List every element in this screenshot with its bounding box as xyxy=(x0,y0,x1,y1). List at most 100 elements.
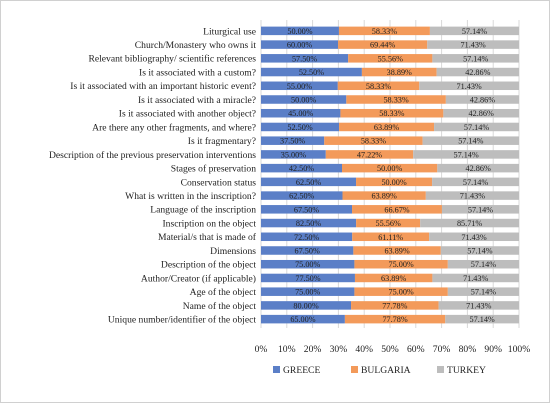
bar-value-label: 63.89% xyxy=(384,247,409,256)
legend-label-bulgaria: BULGARIA xyxy=(361,365,411,376)
bar-segment-greece xyxy=(261,177,357,187)
bar-segment-turkey xyxy=(419,81,519,91)
category-axis-labels: Liturgical use Church/Monastery who owns … xyxy=(49,26,257,325)
category-label: Description of the previous preservation… xyxy=(49,150,256,161)
bar-segment-bulgaria xyxy=(356,218,421,228)
bar-segment-bulgaria xyxy=(346,95,446,104)
bar-value-label: 77.78% xyxy=(382,315,407,324)
bar-value-label: 45.00% xyxy=(288,109,313,118)
x-tick-label: 30% xyxy=(330,344,348,355)
legend-label-turkey: TURKEY xyxy=(447,365,486,376)
bar-value-label: 55.00% xyxy=(287,82,312,91)
category-label: Age of the object xyxy=(190,287,257,298)
bar-segment-turkey xyxy=(436,67,519,77)
category-label: Conservation status xyxy=(181,177,257,188)
bar-segment-bulgaria xyxy=(361,67,437,77)
bar-value-label: 42.50% xyxy=(289,164,314,173)
bar-segment-greece xyxy=(261,301,352,310)
bar-segment-turkey xyxy=(438,301,519,310)
bar-value-label: 67.50% xyxy=(295,247,320,256)
legend: GREECE BULGARIA TURKEY xyxy=(273,365,486,376)
bar-segment-turkey xyxy=(427,40,519,49)
bar-segment-turkey xyxy=(413,150,519,159)
bar-value-label: 52.50% xyxy=(287,123,312,132)
bar-segment-greece xyxy=(261,205,353,214)
bar-segment-turkey xyxy=(445,95,519,104)
category-label: Stages of preservation xyxy=(171,164,256,175)
bar-value-label: 77.78% xyxy=(382,301,407,310)
bar-segment-bulgaria xyxy=(356,177,433,187)
bar-segment-bulgaria xyxy=(342,163,438,173)
bar-value-label: 77.50% xyxy=(295,274,320,283)
bar-segment-greece xyxy=(261,136,325,145)
bar-segment-turkey xyxy=(447,287,519,296)
bar-value-label: 71.43% xyxy=(460,192,485,201)
bar-segment-bulgaria xyxy=(352,232,430,242)
bar-value-label: 57.14% xyxy=(463,178,488,187)
x-tick-label: 100% xyxy=(508,344,530,355)
category-label: Is it associated with another object? xyxy=(119,109,256,120)
bar-segment-greece xyxy=(261,150,326,159)
bar-segment-bulgaria xyxy=(354,273,433,283)
bar-value-label: 57.14% xyxy=(453,150,478,159)
bar-value-label: 50.00% xyxy=(287,27,312,36)
bar-segment-turkey xyxy=(447,259,519,269)
category-label: Relevant bibliography/ scientific refere… xyxy=(88,54,256,65)
bar-segment-greece xyxy=(261,287,355,296)
bar-value-label: 69.44% xyxy=(370,41,395,50)
bar-value-label: 75.00% xyxy=(388,260,413,269)
bar-segment-bulgaria xyxy=(338,40,428,49)
bar-value-label: 57.14% xyxy=(464,123,489,132)
bar-segment-greece xyxy=(261,246,354,255)
bar-segment-turkey xyxy=(445,314,519,324)
bar-segment-greece xyxy=(261,26,339,36)
bar-value-label: 50.00% xyxy=(381,178,406,187)
bar-value-label: 57.50% xyxy=(292,54,317,63)
bar-segment-greece xyxy=(261,108,341,118)
x-tick-label: 70% xyxy=(433,344,451,355)
bar-value-label: 75.00% xyxy=(388,288,413,297)
bar-segment-bulgaria xyxy=(348,54,433,63)
bar-segment-turkey xyxy=(432,177,519,187)
category-label: Name of the object xyxy=(183,301,257,312)
x-tick-label: 0% xyxy=(255,344,268,355)
category-label: Author/Creator (if applicable) xyxy=(141,273,256,284)
bar-value-label: 52.50% xyxy=(299,68,324,77)
x-tick-label: 80% xyxy=(459,344,477,355)
bar-value-label: 50.00% xyxy=(291,96,316,105)
bar-segment-greece xyxy=(261,81,338,91)
bar-segment-bulgaria xyxy=(338,26,430,36)
bar-segment-bulgaria xyxy=(324,136,423,145)
bar-value-label: 57.14% xyxy=(471,260,496,269)
bar-value-label: 37.50% xyxy=(280,137,305,146)
bar-segment-greece xyxy=(261,218,357,228)
bar-segment-greece xyxy=(261,314,345,324)
bar-segment-turkey xyxy=(425,191,519,200)
category-label: Is it associated with an important histo… xyxy=(70,81,256,92)
bar-segment-bulgaria xyxy=(339,122,435,132)
bar-segment-turkey xyxy=(437,163,519,173)
x-tick-label: 40% xyxy=(355,344,373,355)
category-label: Are there any other fragments, and where… xyxy=(92,122,256,133)
bar-segment-greece xyxy=(261,163,343,173)
bar-value-label: 63.89% xyxy=(372,192,397,201)
bar-segment-turkey xyxy=(440,246,519,255)
bar-value-label: 71.43% xyxy=(466,301,491,310)
bar-segment-greece xyxy=(261,191,343,200)
bar-value-label: 75.00% xyxy=(295,260,320,269)
bars xyxy=(261,26,519,324)
bar-segment-turkey xyxy=(432,273,519,283)
bar-value-label: 57.14% xyxy=(468,205,493,214)
bar-value-label: 61.11% xyxy=(378,233,403,242)
bar-value-label: 57.14% xyxy=(463,54,488,63)
category-label: Dimensions xyxy=(210,246,256,257)
bar-segment-greece xyxy=(261,122,340,132)
bar-value-label: 55.56% xyxy=(378,54,403,63)
bar-value-label: 71.43% xyxy=(461,233,486,242)
category-label: Description of the object xyxy=(161,260,256,271)
bar-segment-greece xyxy=(261,273,355,283)
bar-value-label: 57.14% xyxy=(458,137,483,146)
bar-value-label: 63.89% xyxy=(374,123,399,132)
category-label: Language of the inscription xyxy=(150,205,256,216)
category-label: What is written in the inscription? xyxy=(125,191,256,202)
